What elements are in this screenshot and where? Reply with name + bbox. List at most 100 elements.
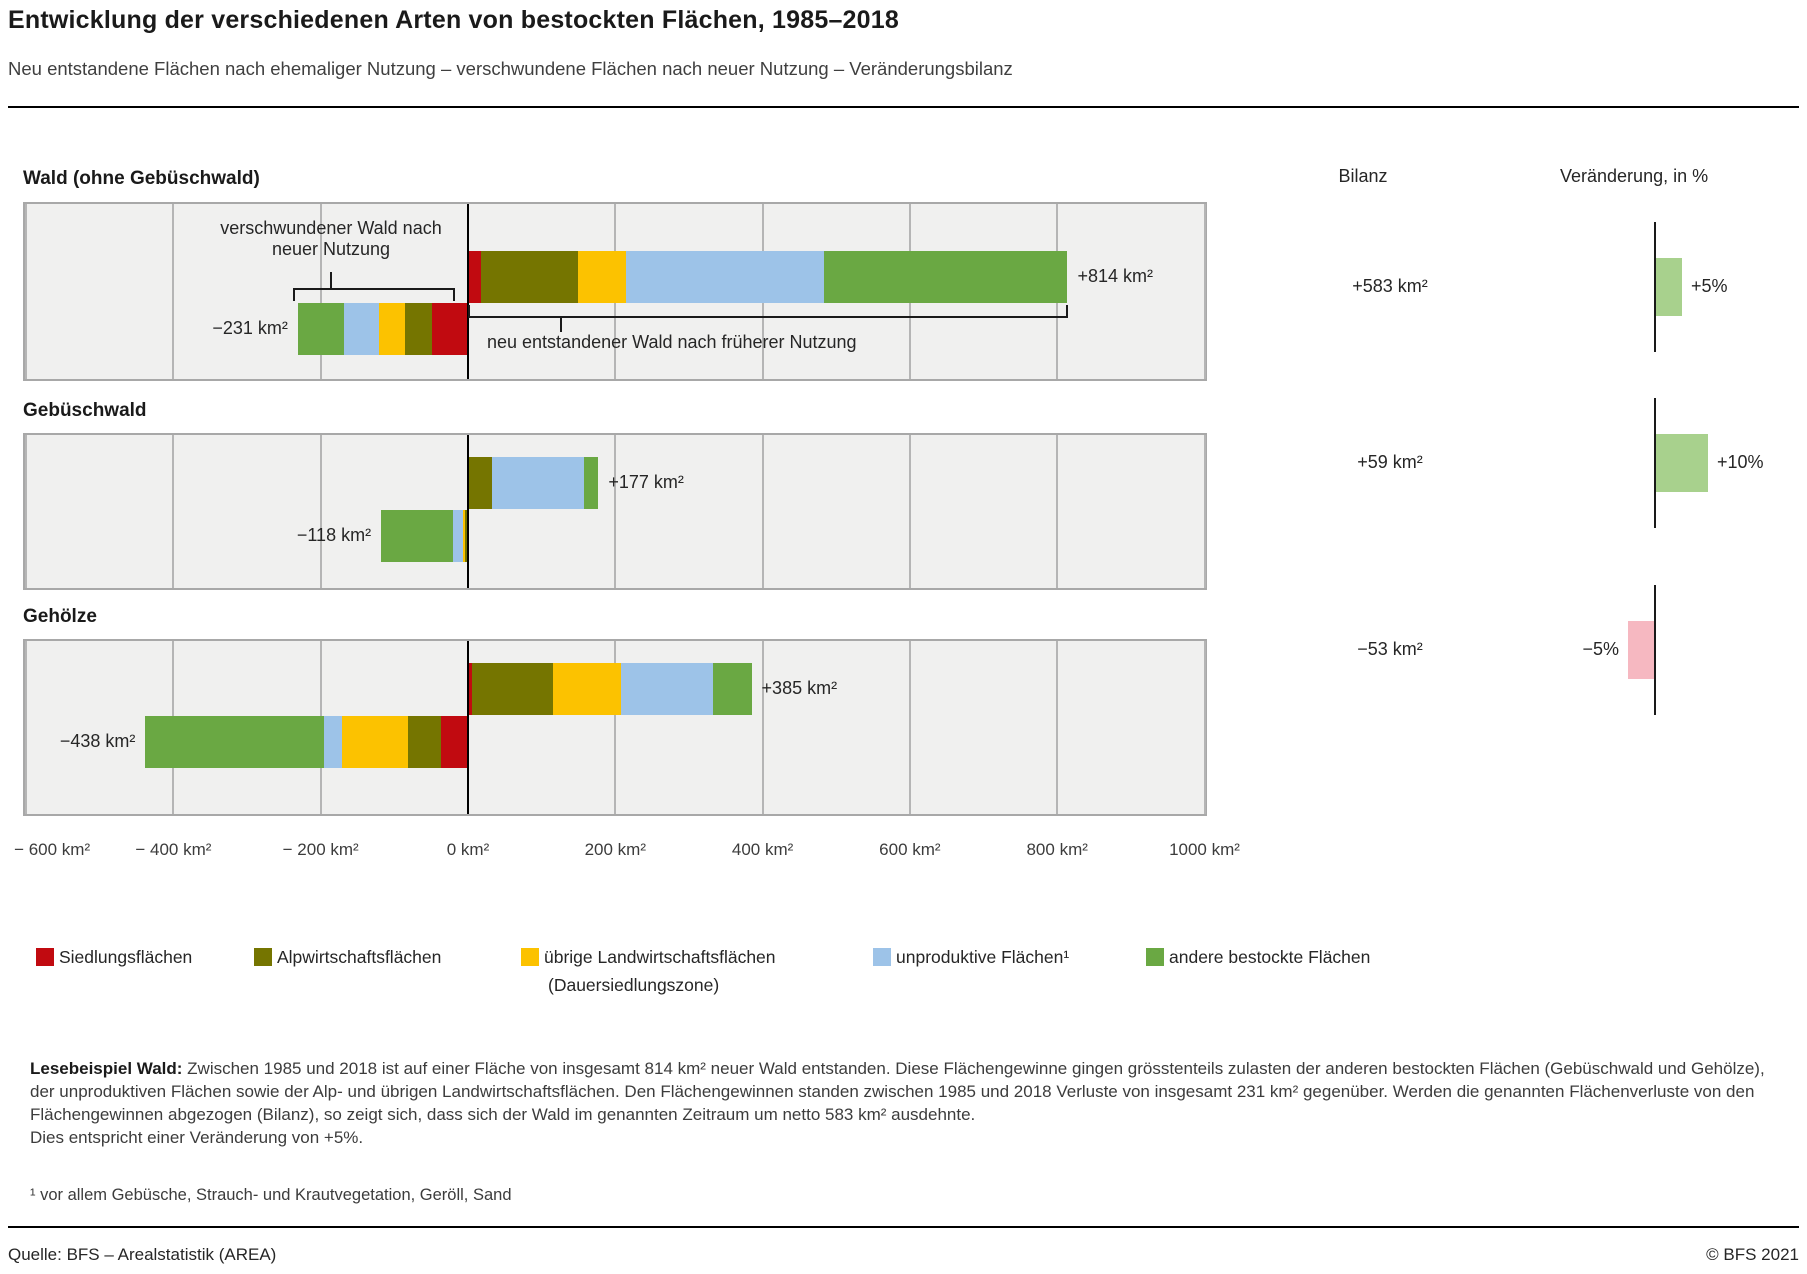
bar-segment-landwirtschaft: [553, 663, 622, 715]
change-label: +10%: [1717, 452, 1764, 472]
axis-tick-label: 200 km²: [584, 840, 647, 859]
bar-segment-siedlung: [431, 303, 468, 355]
grid-line: [319, 204, 322, 379]
bar-segment-landwirtschaft: [378, 303, 406, 355]
legend-label-bestockt: andere bestockte Flächen: [1169, 947, 1371, 967]
row-title-gehoelze: Gehölze: [23, 606, 97, 627]
grid-line: [614, 641, 617, 814]
axis-tick-label: 600 km²: [879, 840, 941, 859]
bar-segment-bestockt: [713, 663, 752, 715]
reading-example-text: Zwischen 1985 und 2018 ist auf einer Flä…: [30, 1059, 1765, 1124]
bar-segment-alp: [465, 510, 468, 562]
grid-line: [1056, 435, 1059, 588]
bar-segment-alp: [472, 663, 554, 715]
axis-tick-label: − 400 km²: [135, 840, 212, 859]
change-label: −5%: [1582, 639, 1619, 659]
bar-segment-alp: [405, 303, 432, 355]
zero-line: [467, 204, 469, 379]
loss-total-label: −231 km²: [212, 318, 288, 338]
change-label: +5%: [1691, 276, 1728, 296]
loss-total-label: −438 km²: [59, 731, 136, 751]
change-bar: [1656, 434, 1708, 492]
reading-example: Lesebeispiel Wald: Zwischen 1985 und 201…: [30, 1057, 1792, 1149]
change-bar: [1628, 621, 1654, 679]
reading-example-label: Lesebeispiel Wald:: [30, 1059, 183, 1078]
bottom-divider: [8, 1226, 1799, 1228]
legend-label-unproduktiv: unproduktive Flächen¹: [896, 947, 1070, 967]
bilanz-value: +583 km²: [1352, 276, 1428, 296]
change-baseline: [1654, 222, 1656, 352]
grid-line: [25, 435, 28, 588]
gain-total-label: +814 km²: [1077, 266, 1154, 286]
bar-segment-alp: [480, 251, 579, 303]
bar-segment-alp: [468, 457, 493, 509]
legend-sublabel-landwirtschaft: (Dauersiedlungszone): [548, 975, 720, 995]
bar-segment-bestockt: [297, 303, 345, 355]
bar-segment-siedlung: [440, 716, 468, 768]
legend-label-landwirtschaft: übrige Landwirtschaftsflächen: [544, 947, 776, 967]
legend-swatch-bestockt: [1146, 948, 1164, 966]
loss-brace-connector: [330, 272, 332, 288]
bar-segment-unproduktiv: [625, 251, 825, 303]
annotation-gain-label: neu entstandener Wald nach früherer Nutz…: [487, 332, 857, 352]
grid-line: [614, 435, 617, 588]
grid-line: [172, 435, 175, 588]
source-credit: Quelle: BFS – Arealstatistik (AREA): [8, 1245, 277, 1264]
grid-line: [25, 641, 28, 814]
loss-brace: [292, 288, 455, 301]
gain-brace-connector: [560, 318, 562, 332]
reading-example-text2: Dies entspricht einer Veränderung von +5…: [30, 1128, 364, 1147]
axis-tick-label: 400 km²: [731, 840, 794, 859]
grid-line: [761, 641, 764, 814]
grid-line: [25, 204, 28, 379]
bar-segment-siedlung: [468, 251, 481, 303]
legend-swatch-landwirtschaft: [521, 948, 539, 966]
bilanz-value: −53 km²: [1357, 639, 1423, 659]
bar-segment-unproduktiv: [344, 303, 379, 355]
grid-line: [1056, 641, 1059, 814]
top-divider: [8, 106, 1799, 108]
grid-line: [319, 435, 322, 588]
row-title-wald: Wald (ohne Gebüschwald): [23, 168, 260, 189]
annotation-loss-label: verschwundener Wald nach neuer Nutzung: [220, 218, 442, 259]
bar-segment-bestockt: [583, 457, 599, 509]
axis-tick-label: 800 km²: [1026, 840, 1088, 859]
loss-total-label: −118 km²: [296, 525, 372, 545]
gain-total-label: +385 km²: [761, 678, 838, 698]
grid-line: [1203, 204, 1206, 379]
bar-segment-landwirtschaft: [462, 510, 466, 562]
grid-line: [172, 204, 175, 379]
column-header-bilanz: Bilanz: [1338, 166, 1388, 186]
zero-line: [467, 641, 469, 814]
bar-segment-unproduktiv: [323, 716, 343, 768]
bar-segment-unproduktiv: [492, 457, 584, 509]
axis-tick-label: − 200 km²: [282, 840, 359, 859]
axis-tick-label: − 600 km²: [14, 840, 91, 859]
gain-brace: [468, 305, 1068, 318]
footnote: ¹ vor allem Gebüsche, Strauch- und Kraut…: [30, 1186, 512, 1204]
grid-line: [908, 435, 911, 588]
copyright: © BFS 2021: [1706, 1245, 1799, 1264]
legend-swatch-unproduktiv: [873, 948, 891, 966]
page-subtitle: Neu entstandene Flächen nach ehemaliger …: [8, 58, 1013, 79]
page-title: Entwicklung der verschiedenen Arten von …: [8, 6, 899, 34]
column-header-veraenderung: Veränderung, in %: [1560, 166, 1709, 186]
grid-line: [908, 641, 911, 814]
bar-segment-bestockt: [824, 251, 1068, 303]
change-bar: [1656, 258, 1682, 316]
axis-tick-label: 0 km²: [446, 840, 490, 859]
zero-line: [467, 435, 469, 588]
bar-segment-bestockt: [145, 716, 324, 768]
grid-line: [1203, 641, 1206, 814]
bar-segment-landwirtschaft: [578, 251, 626, 303]
legend-swatch-alp: [254, 948, 272, 966]
change-baseline: [1654, 398, 1656, 528]
axis-tick-label: 1000 km²: [1169, 840, 1240, 859]
grid-line: [761, 435, 764, 588]
bar-segment-siedlung: [468, 663, 473, 715]
bar-segment-unproduktiv: [452, 510, 463, 562]
legend-label-alp: Alpwirtschaftsflächen: [277, 947, 442, 967]
bar-segment-bestockt: [381, 510, 453, 562]
legend-label-siedlung: Siedlungsflächen: [59, 947, 193, 967]
bar-segment-unproduktiv: [621, 663, 714, 715]
